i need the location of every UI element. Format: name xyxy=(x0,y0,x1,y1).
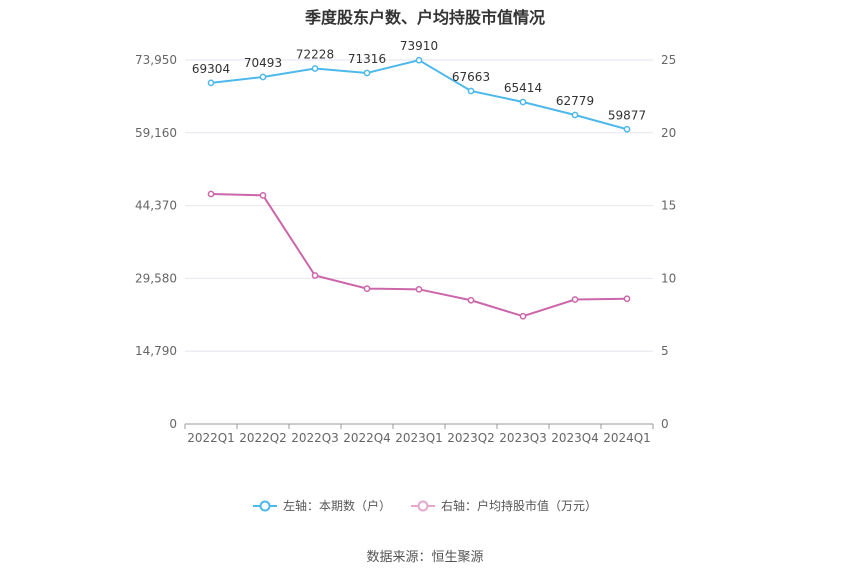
x-axis-tick-label: 2022Q4 xyxy=(343,431,391,445)
x-axis-tick-label: 2023Q4 xyxy=(551,431,599,445)
x-axis-tick-label: 2022Q2 xyxy=(239,431,287,445)
data-point-right xyxy=(467,296,475,304)
legend: 左轴：本期数（户） 右轴：户均持股市值（万元） xyxy=(0,497,850,514)
data-point-left xyxy=(415,56,423,64)
data-label: 59877 xyxy=(608,108,646,122)
data-label: 65414 xyxy=(504,81,542,95)
legend-line-circle-icon xyxy=(411,500,435,511)
data-point-right xyxy=(571,296,579,303)
legend-item-right-series[interactable]: 右轴：户均持股市值（万元） xyxy=(411,497,597,514)
left-axis-tick-label: 14,790 xyxy=(135,344,177,358)
right-axis-tick-label: 25 xyxy=(661,53,676,67)
right-axis-tick-label: 5 xyxy=(661,344,669,358)
right-axis-tick-label: 10 xyxy=(661,271,676,285)
data-point-left xyxy=(571,111,579,119)
data-point-left xyxy=(311,65,319,72)
data-point-left xyxy=(623,125,631,133)
legend-item-left-series[interactable]: 左轴：本期数（户） xyxy=(252,497,391,514)
x-axis-tick-label: 2023Q2 xyxy=(447,431,495,445)
left-axis-tick-label: 59,160 xyxy=(135,126,177,140)
x-axis-tick-label: 2023Q3 xyxy=(499,431,547,445)
data-point-left xyxy=(519,98,527,106)
data-source: 数据来源：恒生聚源 xyxy=(366,550,484,565)
chart: 0 0 14,790 5 29,580 10 44,370 15 59,160 20 73,950 2… xyxy=(135,39,676,445)
data-point-right xyxy=(363,285,371,292)
series-line-right xyxy=(210,192,628,318)
data-label: 72228 xyxy=(296,47,334,61)
left-axis-tick-label: 73,950 xyxy=(135,53,177,67)
data-point-right xyxy=(207,190,215,198)
legend-line-circle-icon xyxy=(252,500,277,511)
x-axis-tick-label: 2024Q1 xyxy=(603,431,651,445)
data-point-left xyxy=(363,69,371,77)
x-axis-tick-label: 2022Q3 xyxy=(291,431,339,445)
data-label: 62779 xyxy=(556,94,594,108)
x-axis-tick-label: 2023Q1 xyxy=(395,431,443,445)
data-label: 73910 xyxy=(400,39,438,53)
data-point-left xyxy=(259,73,267,81)
right-axis-tick-label: 0 xyxy=(661,417,669,431)
left-axis-tick-label: 29,580 xyxy=(135,271,177,285)
right-axis-tick-label: 20 xyxy=(661,126,676,140)
data-point-left xyxy=(207,79,215,87)
data-label: 71316 xyxy=(348,52,386,66)
x-axis-tick-label: 2022Q1 xyxy=(187,431,235,445)
legend-label-right-series: 右轴：户均持股市值（万元） xyxy=(441,499,598,513)
legend-label-left-series: 左轴：本期数（户） xyxy=(282,499,391,513)
data-label: 70493 xyxy=(244,56,282,70)
data-label: 67663 xyxy=(452,70,490,84)
data-point-right xyxy=(311,272,319,279)
left-axis-tick-label: 0 xyxy=(169,417,177,431)
left-axis-tick-label: 44,370 xyxy=(135,199,177,213)
data-point-right xyxy=(623,295,631,303)
data-point-right xyxy=(519,312,527,320)
data-point-left xyxy=(467,87,475,95)
data-point-right xyxy=(415,285,423,293)
data-point-right xyxy=(259,192,267,199)
data-label: 69304 xyxy=(192,62,230,76)
right-axis-tick-label: 15 xyxy=(661,199,676,213)
chart-title: 季度股东户数、户均持股市值情况 xyxy=(304,8,545,27)
